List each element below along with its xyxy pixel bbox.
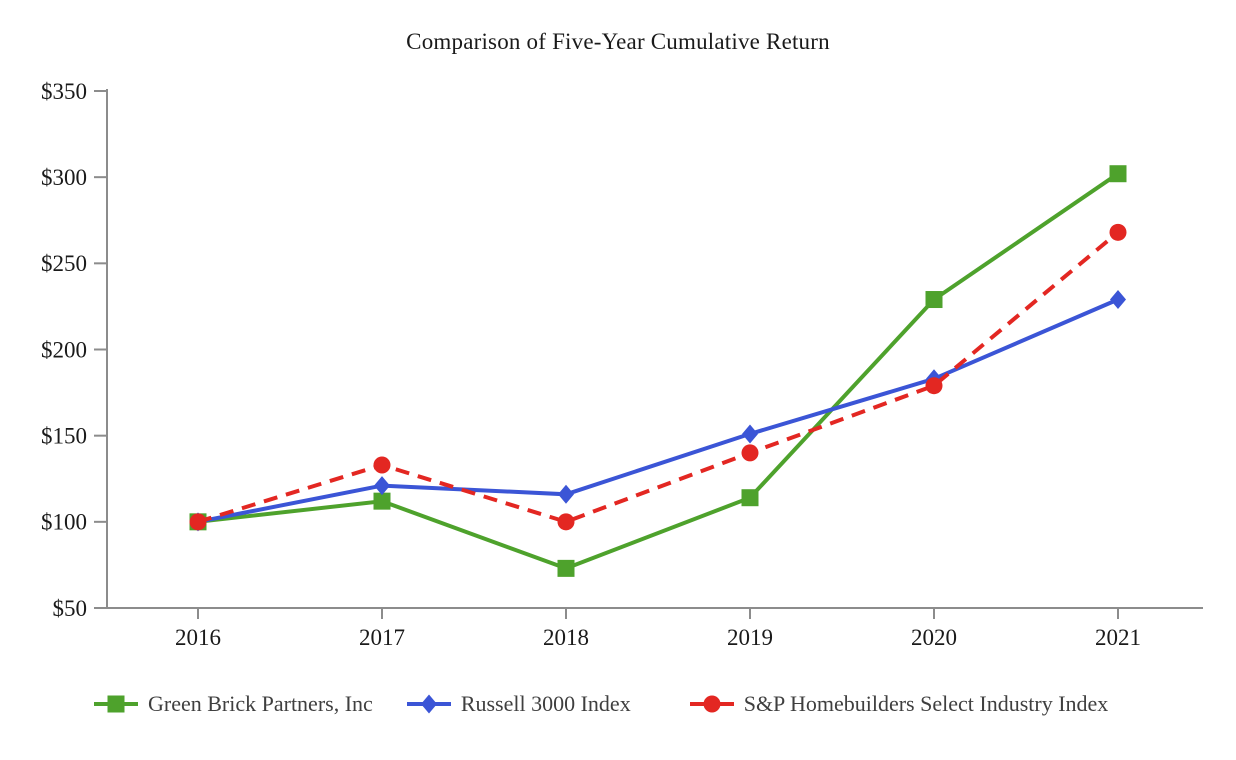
chart-plot: $50 $100 $150 $200 $250 $300 $350 2016 2017 2018 2… — [41, 79, 1203, 650]
legend-item-russell-3000: Russell 3000 Index — [406, 691, 631, 717]
legend-item-sp-homebuilders: S&P Homebuilders Select Industry Index — [689, 691, 1109, 717]
series-line-2 — [197, 230, 1120, 524]
circle-marker-icon — [689, 695, 734, 713]
diamond-marker — [742, 424, 758, 444]
circle-marker — [373, 456, 391, 474]
diamond-marker — [1110, 290, 1126, 310]
circle-marker — [1109, 223, 1127, 241]
legend-label-green-brick: Green Brick Partners, Inc — [148, 691, 373, 716]
square-marker — [741, 489, 759, 507]
y-tick-label: $50 — [53, 596, 88, 621]
legend-item-green-brick: Green Brick Partners, Inc — [93, 691, 373, 717]
series-line-1 — [197, 297, 1119, 524]
x-tick-label: 2019 — [727, 625, 773, 650]
y-tick-label: $350 — [41, 79, 87, 104]
y-tick-label: $300 — [41, 165, 87, 190]
square-marker — [373, 492, 391, 510]
y-tick-label: $150 — [41, 423, 87, 448]
chart-title: Comparison of Five-Year Cumulative Retur… — [406, 29, 830, 54]
y-tick-label: $250 — [41, 251, 87, 276]
legend: Green Brick Partners, Inc Russell 3000 I… — [93, 691, 1108, 717]
y-tick-label: $200 — [41, 337, 87, 362]
diamond-marker-icon — [406, 694, 451, 714]
x-tick-label: 2020 — [911, 625, 957, 650]
diamond-marker — [558, 484, 574, 504]
x-tick-label: 2018 — [543, 625, 589, 650]
legend-label-russell-3000: Russell 3000 Index — [460, 691, 631, 716]
circle-marker — [925, 377, 943, 395]
square-marker-icon — [94, 695, 138, 713]
square-marker — [107, 695, 125, 713]
circle-marker — [189, 513, 207, 531]
diamond-marker — [374, 476, 390, 496]
x-tick-label: 2017 — [359, 625, 405, 650]
circle-marker — [557, 513, 575, 531]
series-line-0 — [197, 172, 1120, 571]
x-tick-label: 2021 — [1095, 625, 1141, 650]
square-marker — [557, 559, 575, 577]
circle-marker — [741, 444, 759, 462]
x-tick-label: 2016 — [175, 625, 221, 650]
diamond-marker — [420, 694, 437, 714]
legend-label-sp-homebuilders: S&P Homebuilders Select Industry Index — [743, 691, 1109, 716]
square-marker — [1109, 165, 1127, 183]
circle-marker — [703, 695, 721, 713]
y-tick-label: $100 — [41, 510, 87, 535]
square-marker — [925, 291, 943, 309]
